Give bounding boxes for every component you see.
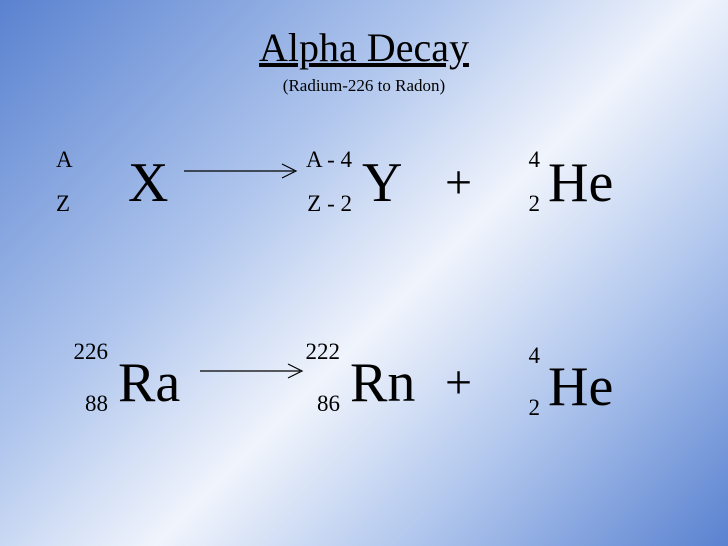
mass-number: A bbox=[56, 147, 126, 173]
element-symbol: He bbox=[548, 152, 613, 214]
element-symbol: Rn bbox=[350, 352, 415, 414]
element-symbol: X bbox=[128, 152, 168, 214]
mass-number: 226 bbox=[62, 339, 108, 365]
plus-sign: + bbox=[445, 359, 472, 407]
mass-number: 4 bbox=[520, 343, 540, 369]
atomic-number: 86 bbox=[294, 391, 340, 417]
element-symbol: Ra bbox=[118, 352, 180, 414]
element-symbol: He bbox=[548, 356, 613, 418]
mass-number: 4 bbox=[520, 147, 540, 173]
atomic-number: Z - 2 bbox=[282, 191, 352, 217]
plus-sign: + bbox=[445, 159, 472, 207]
page-title: Alpha Decay bbox=[0, 24, 728, 71]
element-symbol: Y bbox=[362, 152, 402, 214]
nuclide-parent-example: 226 88 Ra bbox=[118, 355, 180, 411]
nuclide-parent-generic: A Z X bbox=[128, 155, 168, 211]
page-subtitle: (Radium-226 to Radon) bbox=[0, 76, 728, 96]
arrow-icon bbox=[198, 359, 308, 383]
atomic-number: 2 bbox=[520, 395, 540, 421]
mass-number: 222 bbox=[294, 339, 340, 365]
atomic-number: 88 bbox=[62, 391, 108, 417]
nuclide-child-example: 222 86 Rn bbox=[350, 355, 415, 411]
mass-number: A - 4 bbox=[282, 147, 352, 173]
nuclide-alpha-example: 4 2 He bbox=[548, 359, 613, 415]
atomic-number: Z bbox=[56, 191, 126, 217]
nuclide-alpha-generic: 4 2 He bbox=[548, 155, 613, 211]
atomic-number: 2 bbox=[520, 191, 540, 217]
nuclide-child-generic: A - 4 Z - 2 Y bbox=[362, 155, 402, 211]
